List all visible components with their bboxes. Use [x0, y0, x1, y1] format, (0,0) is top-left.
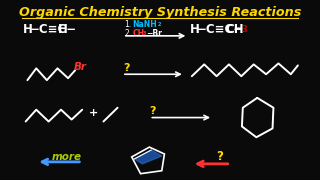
Text: H: H — [190, 23, 200, 36]
Text: −C≡C−: −C≡C− — [30, 23, 77, 36]
Text: more: more — [52, 152, 82, 162]
Text: 3: 3 — [241, 25, 247, 34]
Text: 2: 2 — [157, 22, 161, 27]
Text: +: + — [89, 108, 99, 118]
Text: 2.: 2. — [125, 29, 132, 38]
Text: Organic Chemistry Synthesis Reactions: Organic Chemistry Synthesis Reactions — [19, 6, 301, 19]
Text: Br: Br — [74, 62, 87, 72]
Text: ?: ? — [217, 150, 223, 163]
Text: H: H — [23, 23, 33, 36]
Text: 3: 3 — [143, 31, 147, 36]
Text: CH: CH — [225, 23, 244, 36]
Polygon shape — [134, 150, 162, 164]
Text: ?: ? — [123, 63, 129, 73]
Text: H: H — [58, 23, 68, 36]
Text: ?: ? — [149, 106, 156, 116]
Text: CH: CH — [132, 29, 145, 38]
Text: NaNH: NaNH — [132, 20, 157, 29]
Text: −C≡C−: −C≡C− — [197, 23, 244, 36]
Text: 1.: 1. — [125, 20, 132, 29]
Text: −Br: −Br — [146, 29, 162, 38]
